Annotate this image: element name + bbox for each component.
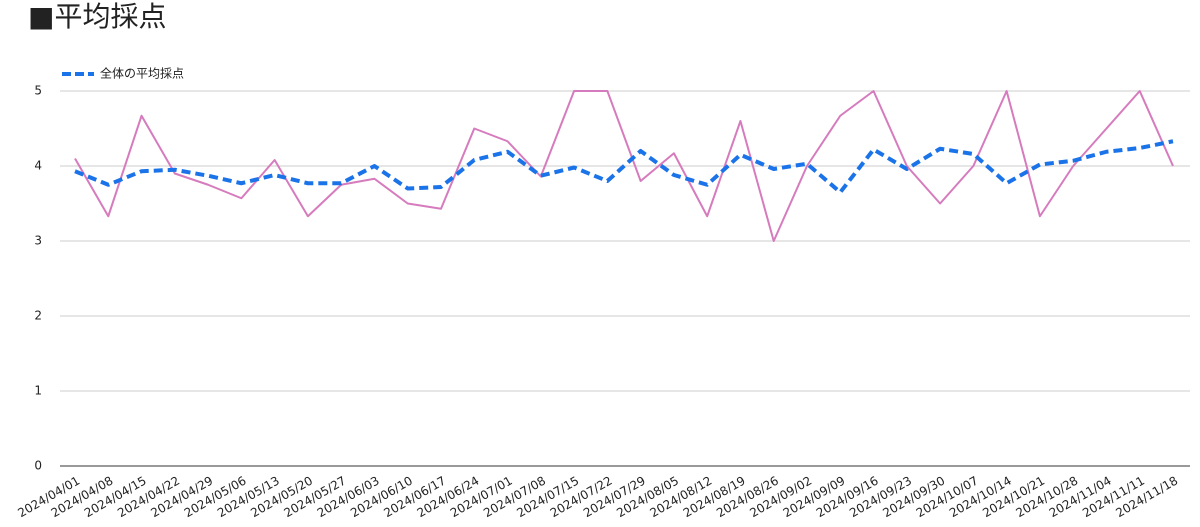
y-tick-label: 5 [34,84,42,98]
legend-label: 全体の平均採点 [100,66,184,81]
chart-title: ■平均採点 [28,0,166,33]
y-tick-label: 4 [34,159,42,173]
y-tick-label: 1 [34,384,42,398]
y-tick-label: 0 [34,459,42,473]
series-line [74,139,1174,195]
y-tick-label: 3 [34,234,42,248]
y-tick-label: 2 [34,309,42,323]
